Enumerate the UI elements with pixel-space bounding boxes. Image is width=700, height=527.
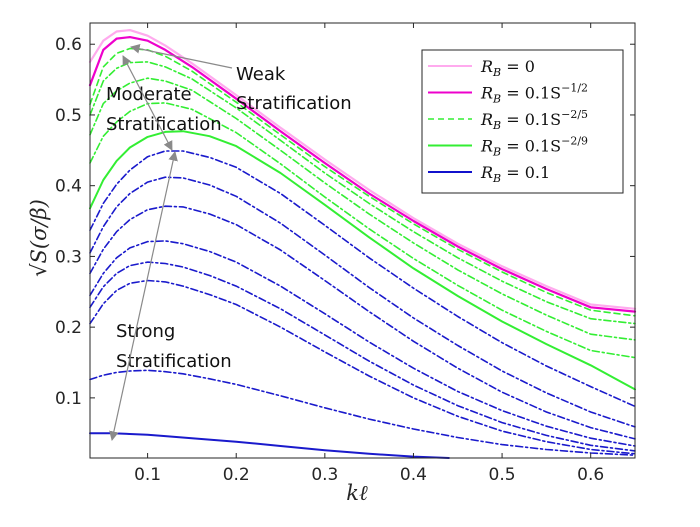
- series-line-8: [89, 176, 636, 428]
- legend-item-4: RB = 0.1: [428, 163, 550, 185]
- legend: RB = 0 RB = 0.1S−1/2RB = 0.1S−2/5 RB = 0.1…: [421, 49, 624, 194]
- axis-ticks: 0.1 0.2 0.3 0.4 0.5 0.6 0.1 0.2 0.3 0.4 0.5 0.6: [55, 23, 635, 485]
- y-tick-label-2: 0.3: [55, 247, 82, 267]
- series-line-14: [89, 432, 450, 459]
- series-line-1: [88, 36, 637, 313]
- legend-items: RB = 0 RB = 0.1S−1/2RB = 0.1S−2/5 RB = 0.1…: [428, 57, 588, 185]
- legend-label-4: RB = 0.1: [480, 163, 550, 185]
- legend-item-2: RB = 0.1S−2/5: [428, 108, 588, 132]
- annotation-weak-line2: Stratification: [236, 93, 352, 114]
- y-tick-label-5: 0.6: [55, 35, 82, 55]
- annotation-moderate: Moderate Stratification: [106, 84, 222, 135]
- legend-item-1: RB = 0.1S−1/2: [428, 82, 588, 106]
- arrow-moderate: [122, 55, 173, 151]
- legend-label-1: RB = 0.1S−1/2: [480, 82, 588, 106]
- x-tick-label-2: 0.3: [311, 465, 338, 485]
- legend-item-0: RB = 0: [428, 57, 535, 79]
- x-tick-label-3: 0.4: [400, 465, 427, 485]
- y-tick-label-1: 0.2: [55, 318, 82, 338]
- y-tick-label-3: 0.4: [55, 177, 82, 197]
- annotation-moderate-line2: Stratification: [106, 114, 222, 135]
- x-tick-label-4: 0.5: [489, 465, 516, 485]
- annotation-weak: Weak Stratification: [236, 64, 352, 114]
- legend-label-0: RB = 0: [480, 57, 535, 79]
- y-axis-label: √S(σ/β): [27, 199, 51, 277]
- annotation-strong: Strong Stratification: [116, 321, 232, 372]
- x-tick-label-1: 0.2: [223, 465, 250, 485]
- annotation-strong-line2: Stratification: [116, 351, 232, 372]
- annotation-strong-line1: Strong: [116, 321, 175, 342]
- series-line-2: [89, 47, 636, 317]
- legend-label-3: RB = 0.1S−2/9: [480, 135, 588, 159]
- legend-item-3: RB = 0.1S−2/9: [428, 135, 588, 159]
- series-line-0: [88, 29, 637, 310]
- y-tick-label-0: 0.1: [55, 389, 82, 409]
- x-tick-label-0: 0.1: [134, 465, 161, 485]
- arrow-strong: [109, 151, 178, 441]
- y-tick-label-4: 0.5: [55, 106, 82, 126]
- annotation-weak-line1: Weak: [236, 64, 286, 85]
- arrow-weak: [130, 44, 233, 69]
- legend-box: [421, 49, 624, 194]
- series-line-13: [89, 369, 636, 456]
- legend-label-2: RB = 0.1S−2/5: [480, 108, 588, 132]
- annotation-moderate-line1: Moderate: [106, 84, 192, 105]
- x-tick-label-5: 0.6: [577, 465, 604, 485]
- plot-area-frame: [89, 22, 636, 459]
- x-axis-label: kℓ: [346, 481, 368, 505]
